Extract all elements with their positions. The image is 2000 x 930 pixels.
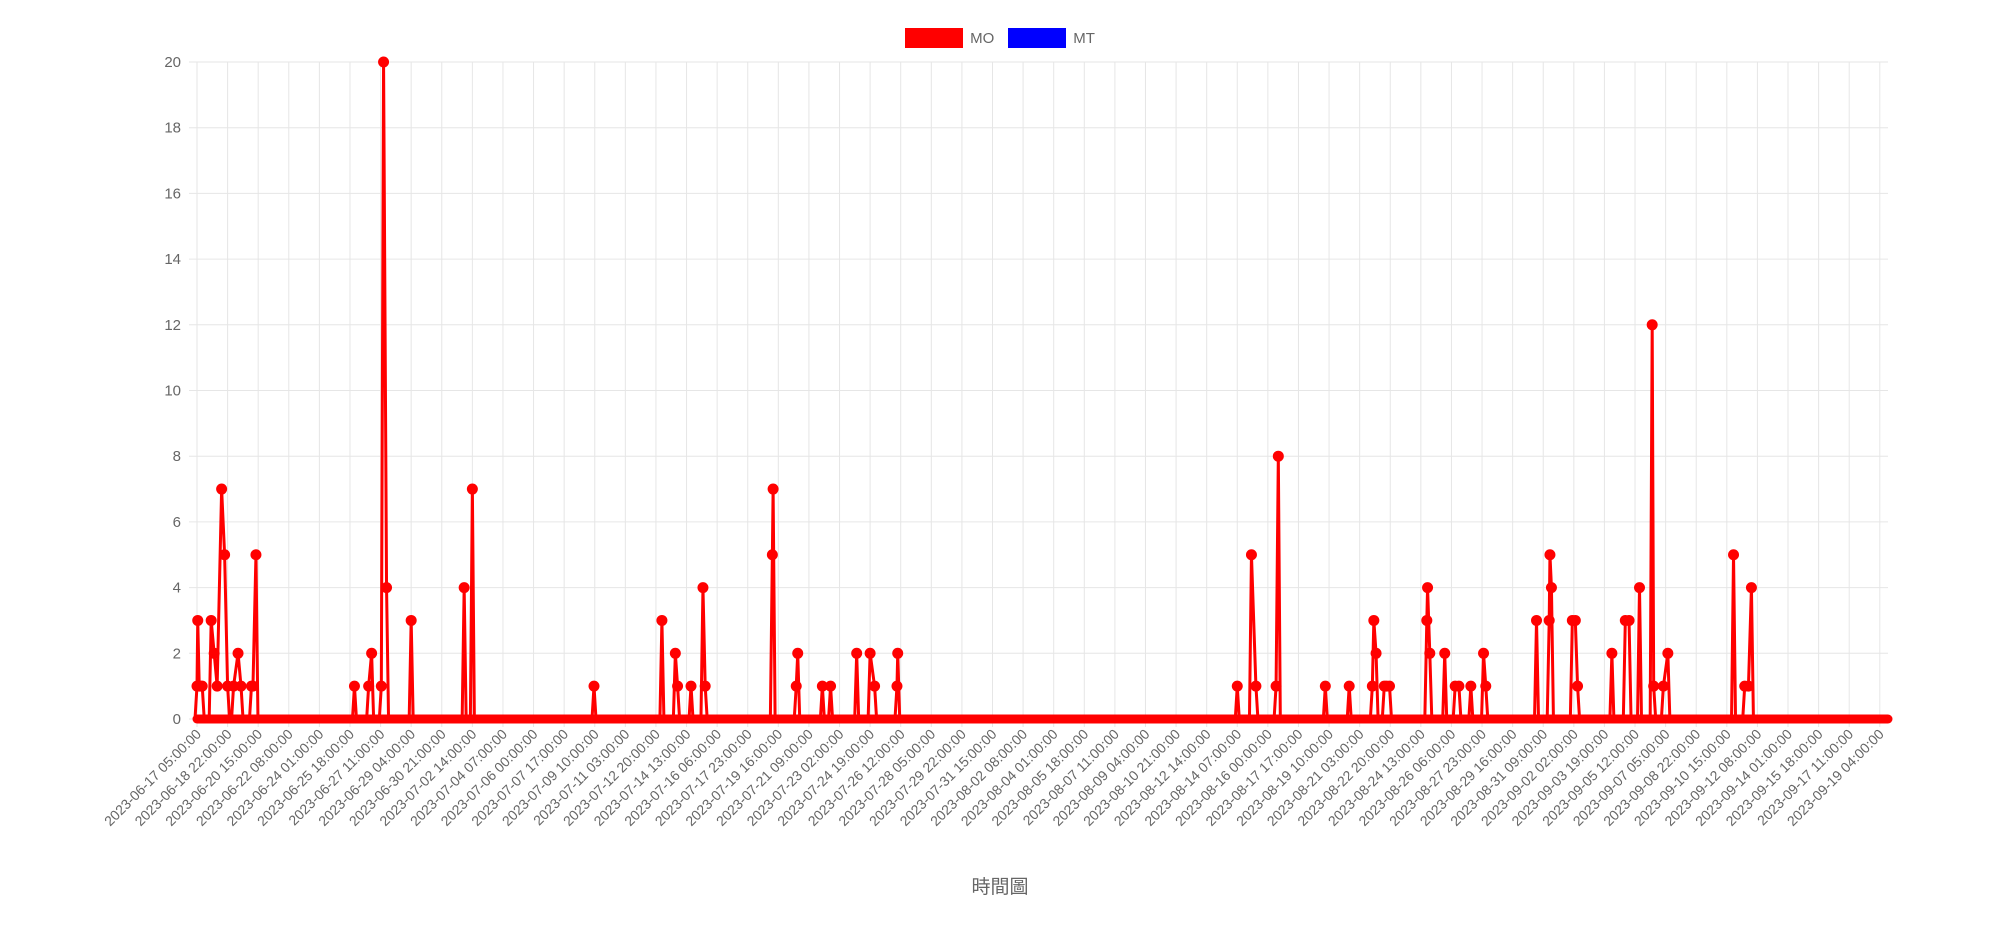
y-tick-label: 0 [173, 711, 181, 728]
legend: MO MT [0, 28, 2000, 48]
data-point[interactable] [211, 680, 223, 692]
data-point[interactable] [247, 680, 259, 692]
grid-lines [189, 61, 1888, 727]
y-axis-tick-labels: 0 2 4 6 8 10 12 14 16 18 20 [164, 54, 181, 728]
legend-swatch-mo [905, 28, 964, 48]
data-point[interactable] [1370, 647, 1382, 659]
data-point[interactable] [1245, 549, 1257, 561]
data-point[interactable] [891, 680, 903, 692]
data-point[interactable] [825, 680, 837, 692]
data-point[interactable] [348, 680, 360, 692]
data-point[interactable] [363, 680, 375, 692]
y-tick-label: 20 [164, 54, 181, 71]
data-point[interactable] [1633, 582, 1645, 594]
y-tick-label: 18 [164, 120, 181, 137]
data-point[interactable] [1421, 614, 1433, 626]
data-point[interactable] [792, 647, 804, 659]
data-point[interactable] [1368, 614, 1380, 626]
data-point[interactable] [250, 549, 262, 561]
data-point[interactable] [1543, 614, 1555, 626]
y-tick-label: 2 [173, 645, 181, 662]
y-tick-label: 8 [173, 448, 181, 465]
data-point[interactable] [1572, 680, 1584, 692]
data-point[interactable] [1648, 680, 1660, 692]
data-point[interactable] [697, 582, 709, 594]
legend-item-mt[interactable]: MT [1008, 28, 1095, 48]
data-point[interactable] [208, 647, 220, 659]
data-point[interactable] [1319, 680, 1331, 692]
data-point[interactable] [1272, 450, 1284, 462]
data-point[interactable] [216, 483, 228, 495]
data-point[interactable] [851, 647, 863, 659]
data-point[interactable] [366, 647, 378, 659]
data-point[interactable] [1422, 582, 1434, 594]
data-point[interactable] [1366, 680, 1378, 692]
y-tick-label: 6 [173, 514, 181, 531]
data-point[interactable] [375, 680, 387, 692]
data-point[interactable] [1569, 614, 1581, 626]
data-point[interactable] [1465, 680, 1477, 692]
data-point[interactable] [1439, 647, 1451, 659]
data-point[interactable] [1480, 680, 1492, 692]
data-point[interactable] [588, 680, 600, 692]
legend-label-mo: MO [970, 29, 995, 47]
data-point[interactable] [378, 56, 390, 68]
data-point[interactable] [466, 483, 478, 495]
data-point[interactable] [1545, 582, 1557, 594]
data-point[interactable] [405, 614, 417, 626]
data-point[interactable] [1623, 614, 1635, 626]
data-point[interactable] [1728, 549, 1740, 561]
x-axis-title: 時間圖 [971, 877, 1029, 898]
data-point[interactable] [766, 549, 778, 561]
data-point[interactable] [767, 483, 779, 495]
data-point[interactable] [1646, 319, 1658, 331]
data-point[interactable] [790, 680, 802, 692]
data-point[interactable] [669, 647, 681, 659]
data-point[interactable] [1742, 680, 1754, 692]
data-point[interactable] [864, 647, 876, 659]
data-point[interactable] [1745, 582, 1757, 594]
legend-item-mo[interactable]: MO [905, 28, 994, 48]
data-point[interactable] [1424, 647, 1436, 659]
data-point[interactable] [1606, 647, 1618, 659]
series-mo [191, 56, 1893, 724]
data-point[interactable] [699, 680, 711, 692]
data-point[interactable] [1478, 647, 1490, 659]
y-tick-label: 16 [164, 185, 181, 202]
data-point[interactable] [656, 614, 668, 626]
data-point[interactable] [1657, 680, 1669, 692]
data-point[interactable] [1531, 614, 1543, 626]
data-point[interactable] [869, 680, 881, 692]
data-point[interactable] [232, 647, 244, 659]
data-point[interactable] [1384, 680, 1396, 692]
data-point[interactable] [219, 549, 231, 561]
data-point[interactable] [1453, 680, 1465, 692]
data-point[interactable] [1544, 549, 1556, 561]
legend-swatch-mt [1008, 28, 1067, 48]
y-tick-label: 10 [164, 383, 181, 400]
data-point[interactable] [192, 614, 204, 626]
data-point[interactable] [205, 614, 217, 626]
legend-label-mt: MT [1073, 29, 1095, 47]
data-point[interactable] [381, 582, 393, 594]
data-point[interactable] [685, 680, 697, 692]
y-tick-label: 14 [164, 251, 181, 268]
data-point[interactable] [1231, 680, 1243, 692]
data-point[interactable] [458, 582, 470, 594]
y-tick-label: 12 [164, 317, 181, 334]
data-point[interactable] [1662, 647, 1674, 659]
data-point[interactable] [1250, 680, 1262, 692]
data-point[interactable] [1343, 680, 1355, 692]
y-tick-label: 4 [173, 580, 181, 597]
data-point[interactable] [892, 647, 904, 659]
data-point[interactable] [1270, 680, 1282, 692]
data-point[interactable] [196, 680, 208, 692]
data-point[interactable] [235, 680, 247, 692]
data-point[interactable] [672, 680, 684, 692]
